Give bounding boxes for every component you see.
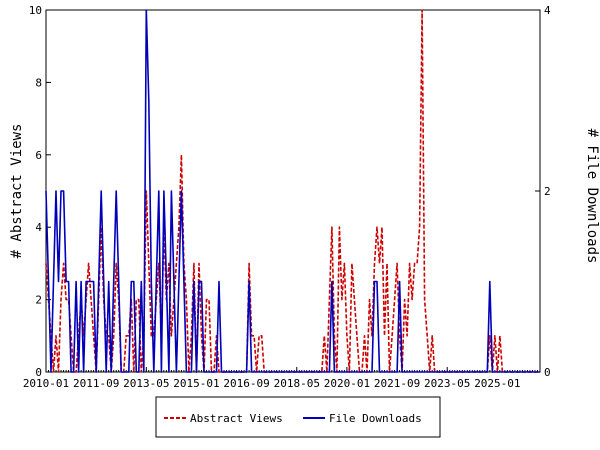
y-left-tick-label: 8 <box>35 76 42 89</box>
y-left-tick-label: 10 <box>29 4 42 17</box>
y-right-tick-label: 2 <box>544 185 551 198</box>
y-axis-right-title: # File Downloads <box>584 129 600 264</box>
series-layer <box>45 9 540 373</box>
series-line-file-downloads <box>45 9 540 373</box>
legend-label-abstract-views: Abstract Views <box>190 412 283 425</box>
x-tick-label: 2011-09 <box>73 377 119 390</box>
legend: Abstract Views File Downloads <box>155 396 441 438</box>
x-tick-label: 2025-01 <box>474 377 520 390</box>
x-tick-label: 2010-01 <box>23 377 69 390</box>
y-right-tick-label: 0 <box>544 366 551 379</box>
x-tick-label: 2016-09 <box>223 377 269 390</box>
x-tick-label: 2018-05 <box>274 377 320 390</box>
y-axis-left: 0 2 4 6 8 10 <box>29 4 51 379</box>
y-left-tick-label: 4 <box>35 221 42 234</box>
x-tick-label: 2023-05 <box>424 377 470 390</box>
y-left-tick-label: 2 <box>35 294 42 307</box>
y-left-tick-label: 6 <box>35 149 42 162</box>
y-right-tick-label: 4 <box>544 4 551 17</box>
legend-box <box>155 396 441 438</box>
x-tick-label: 2015-01 <box>173 377 219 390</box>
y-left-tick-label: 0 <box>35 366 42 379</box>
x-tick-label: 2013-05 <box>123 377 169 390</box>
x-tick-label: 2020-01 <box>324 377 370 390</box>
plot-frame <box>45 9 541 373</box>
plot-area <box>45 9 541 373</box>
y-axis-left-title: # Abstract Views <box>9 124 25 259</box>
legend-label-file-downloads: File Downloads <box>329 412 422 425</box>
x-tick-label: 2021-09 <box>374 377 420 390</box>
